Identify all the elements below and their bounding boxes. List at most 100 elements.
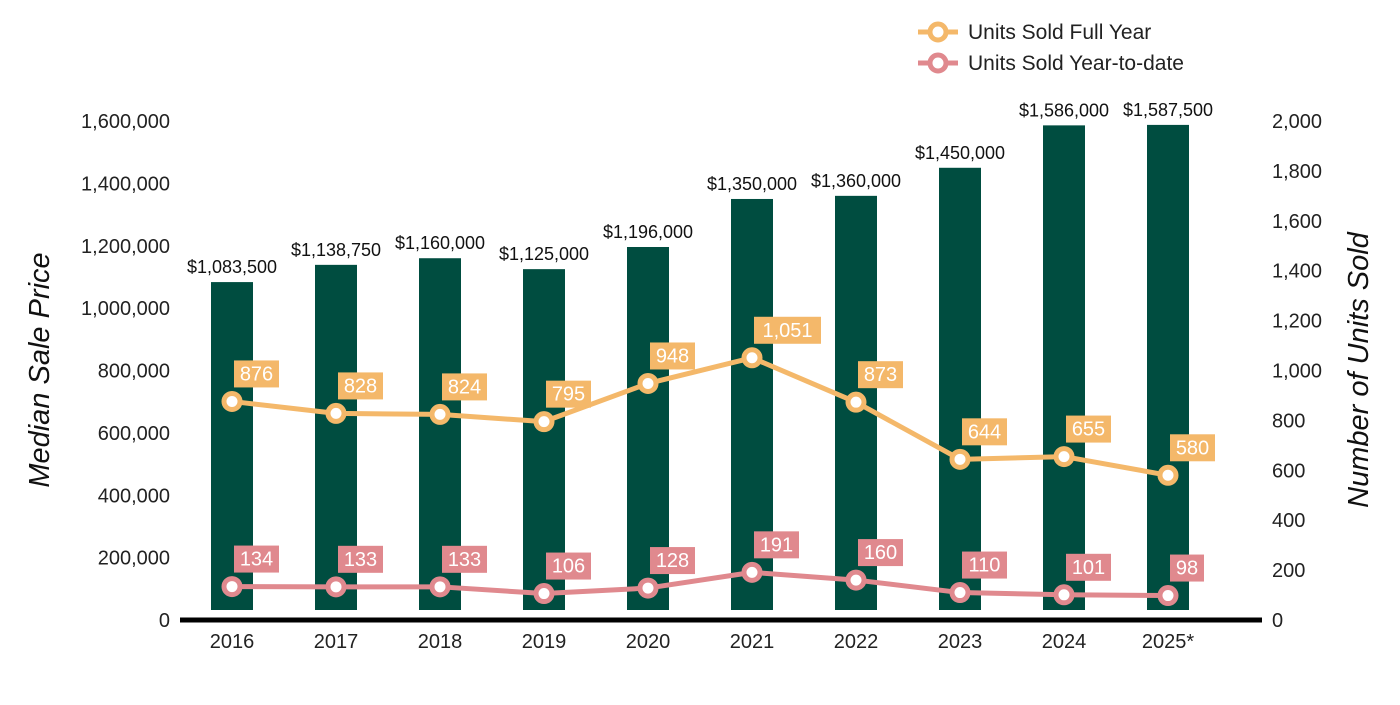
bar-value-label: $1,083,500	[187, 257, 277, 277]
legend-marker-full-year	[927, 21, 949, 43]
data-label: 824	[448, 376, 481, 398]
data-label-box	[338, 372, 383, 400]
series-marker	[741, 347, 763, 369]
bar-value-label: $1,196,000	[603, 222, 693, 242]
data-label-box	[1170, 554, 1204, 582]
data-label: 128	[656, 550, 689, 572]
data-label: 191	[760, 534, 793, 556]
legend-entry-full-year: Units Sold Full Year	[918, 21, 1151, 44]
x-tick-label: 2017	[314, 631, 359, 653]
data-label-box	[962, 551, 1007, 579]
data-label: 160	[864, 542, 897, 564]
y-right-tick-labels: 0 200 400 600 800 1,000 1,200 1,400 1,600 1,800 2,…	[1272, 111, 1322, 632]
data-label-box	[338, 545, 383, 573]
data-label-box	[234, 360, 279, 388]
y-left-tick-label: 1,400,000	[81, 173, 170, 195]
bar-value-label: $1,450,000	[915, 143, 1005, 163]
y-left-tick-label: 200,000	[98, 548, 170, 570]
series-line	[231, 569, 1169, 599]
bar	[939, 167, 981, 610]
y-right-tick-label: 200	[1272, 560, 1305, 582]
x-tick-label: 2019	[522, 631, 567, 653]
bar	[1043, 125, 1085, 611]
data-label-box	[650, 547, 695, 575]
data-label-box	[1170, 434, 1215, 462]
data-label-box	[858, 361, 903, 389]
series-marker	[1053, 584, 1075, 606]
bar-value-label: $1,360,000	[811, 171, 901, 191]
series-marker	[845, 391, 867, 413]
bar-value-label: $1,160,000	[395, 233, 485, 253]
y-left-tick-label: 1,000,000	[81, 298, 170, 320]
data-label-box	[754, 316, 821, 344]
data-label: 133	[448, 549, 481, 571]
series-marker	[741, 561, 763, 583]
line-series: 876 828 824 795 948 1,051 873 644 655 580 134 133 13…	[221, 316, 1215, 607]
x-tick-label: 2020	[626, 631, 671, 653]
bar-value-label: $1,350,000	[707, 174, 797, 194]
data-label-box	[962, 418, 1007, 446]
data-label: 873	[864, 364, 897, 386]
series-marker	[637, 577, 659, 599]
data-label-box	[754, 531, 799, 559]
series-marker	[949, 448, 971, 470]
y-right-tick-label: 0	[1272, 610, 1283, 632]
legend-label-full-year: Units Sold Full Year	[968, 21, 1151, 44]
y-right-tick-label: 1,800	[1272, 161, 1322, 183]
data-label-box	[442, 373, 487, 401]
data-label-box	[1066, 415, 1111, 443]
bar-value-labels: $1,083,500 $1,138,750 $1,160,000 $1,125,000…	[187, 100, 1213, 277]
y-left-axis-title: Median Sale Price	[24, 252, 56, 487]
series-marker	[637, 372, 659, 394]
x-tick-labels: 2016 2017 2018 2019 2020 2021 2022 2023 2024 2025…	[210, 631, 1195, 653]
y-right-tick-label: 800	[1272, 410, 1305, 432]
y-left-tick-label: 1,600,000	[81, 111, 170, 133]
y-left-tick-label: 1,200,000	[81, 236, 170, 258]
x-tick-label: 2023	[938, 631, 983, 653]
data-label: 101	[1072, 557, 1105, 579]
y-left-tick-label: 400,000	[98, 485, 170, 507]
y-left-tick-label: 800,000	[98, 361, 170, 383]
data-label: 98	[1176, 558, 1198, 580]
y-right-tick-label: 600	[1272, 460, 1305, 482]
y-right-tick-label: 1,200	[1272, 311, 1322, 333]
data-label: 948	[656, 345, 689, 367]
series-marker	[1157, 464, 1179, 486]
data-label: 828	[344, 375, 377, 397]
series-marker	[429, 576, 451, 598]
y-left-tick-label: 600,000	[98, 423, 170, 445]
series-marker	[949, 582, 971, 604]
x-tick-label: 2018	[418, 631, 463, 653]
y-right-tick-label: 1,000	[1272, 361, 1322, 383]
data-label: 644	[968, 421, 1001, 443]
y-right-tick-label: 1,600	[1272, 211, 1322, 233]
legend: Units Sold Full Year Units Sold Year-to-…	[918, 21, 1184, 75]
y-right-tick-label: 1,400	[1272, 261, 1322, 283]
x-tick-label: 2024	[1042, 631, 1087, 653]
y-right-axis-title: Number of Units Sold	[1343, 231, 1375, 507]
series-marker	[325, 402, 347, 424]
data-label-box	[1066, 553, 1111, 581]
series-marker	[325, 576, 347, 598]
series-marker	[533, 583, 555, 605]
bar-value-label: $1,125,000	[499, 244, 589, 264]
series-marker	[1053, 446, 1075, 468]
bar-value-label: $1,138,750	[291, 240, 381, 260]
bar-value-label: $1,586,000	[1019, 100, 1109, 120]
series-marker	[1157, 585, 1179, 607]
legend-marker-ytd	[927, 52, 949, 74]
bar-series	[211, 124, 1189, 611]
data-label-box	[546, 552, 591, 580]
data-label: 133	[344, 549, 377, 571]
x-tick-label: 2025*	[1142, 631, 1194, 653]
bar	[1147, 124, 1189, 610]
y-right-tick-label: 2,000	[1272, 111, 1322, 133]
data-label: 1,051	[762, 320, 812, 342]
y-left-tick-labels: 0 200,000 400,000 600,000 800,000 1,000,000 1,…	[81, 111, 170, 632]
series-marker	[533, 411, 555, 433]
data-label-box	[442, 545, 487, 573]
x-tick-label: 2022	[834, 631, 879, 653]
data-label: 134	[240, 549, 273, 571]
data-label-box	[546, 380, 591, 408]
